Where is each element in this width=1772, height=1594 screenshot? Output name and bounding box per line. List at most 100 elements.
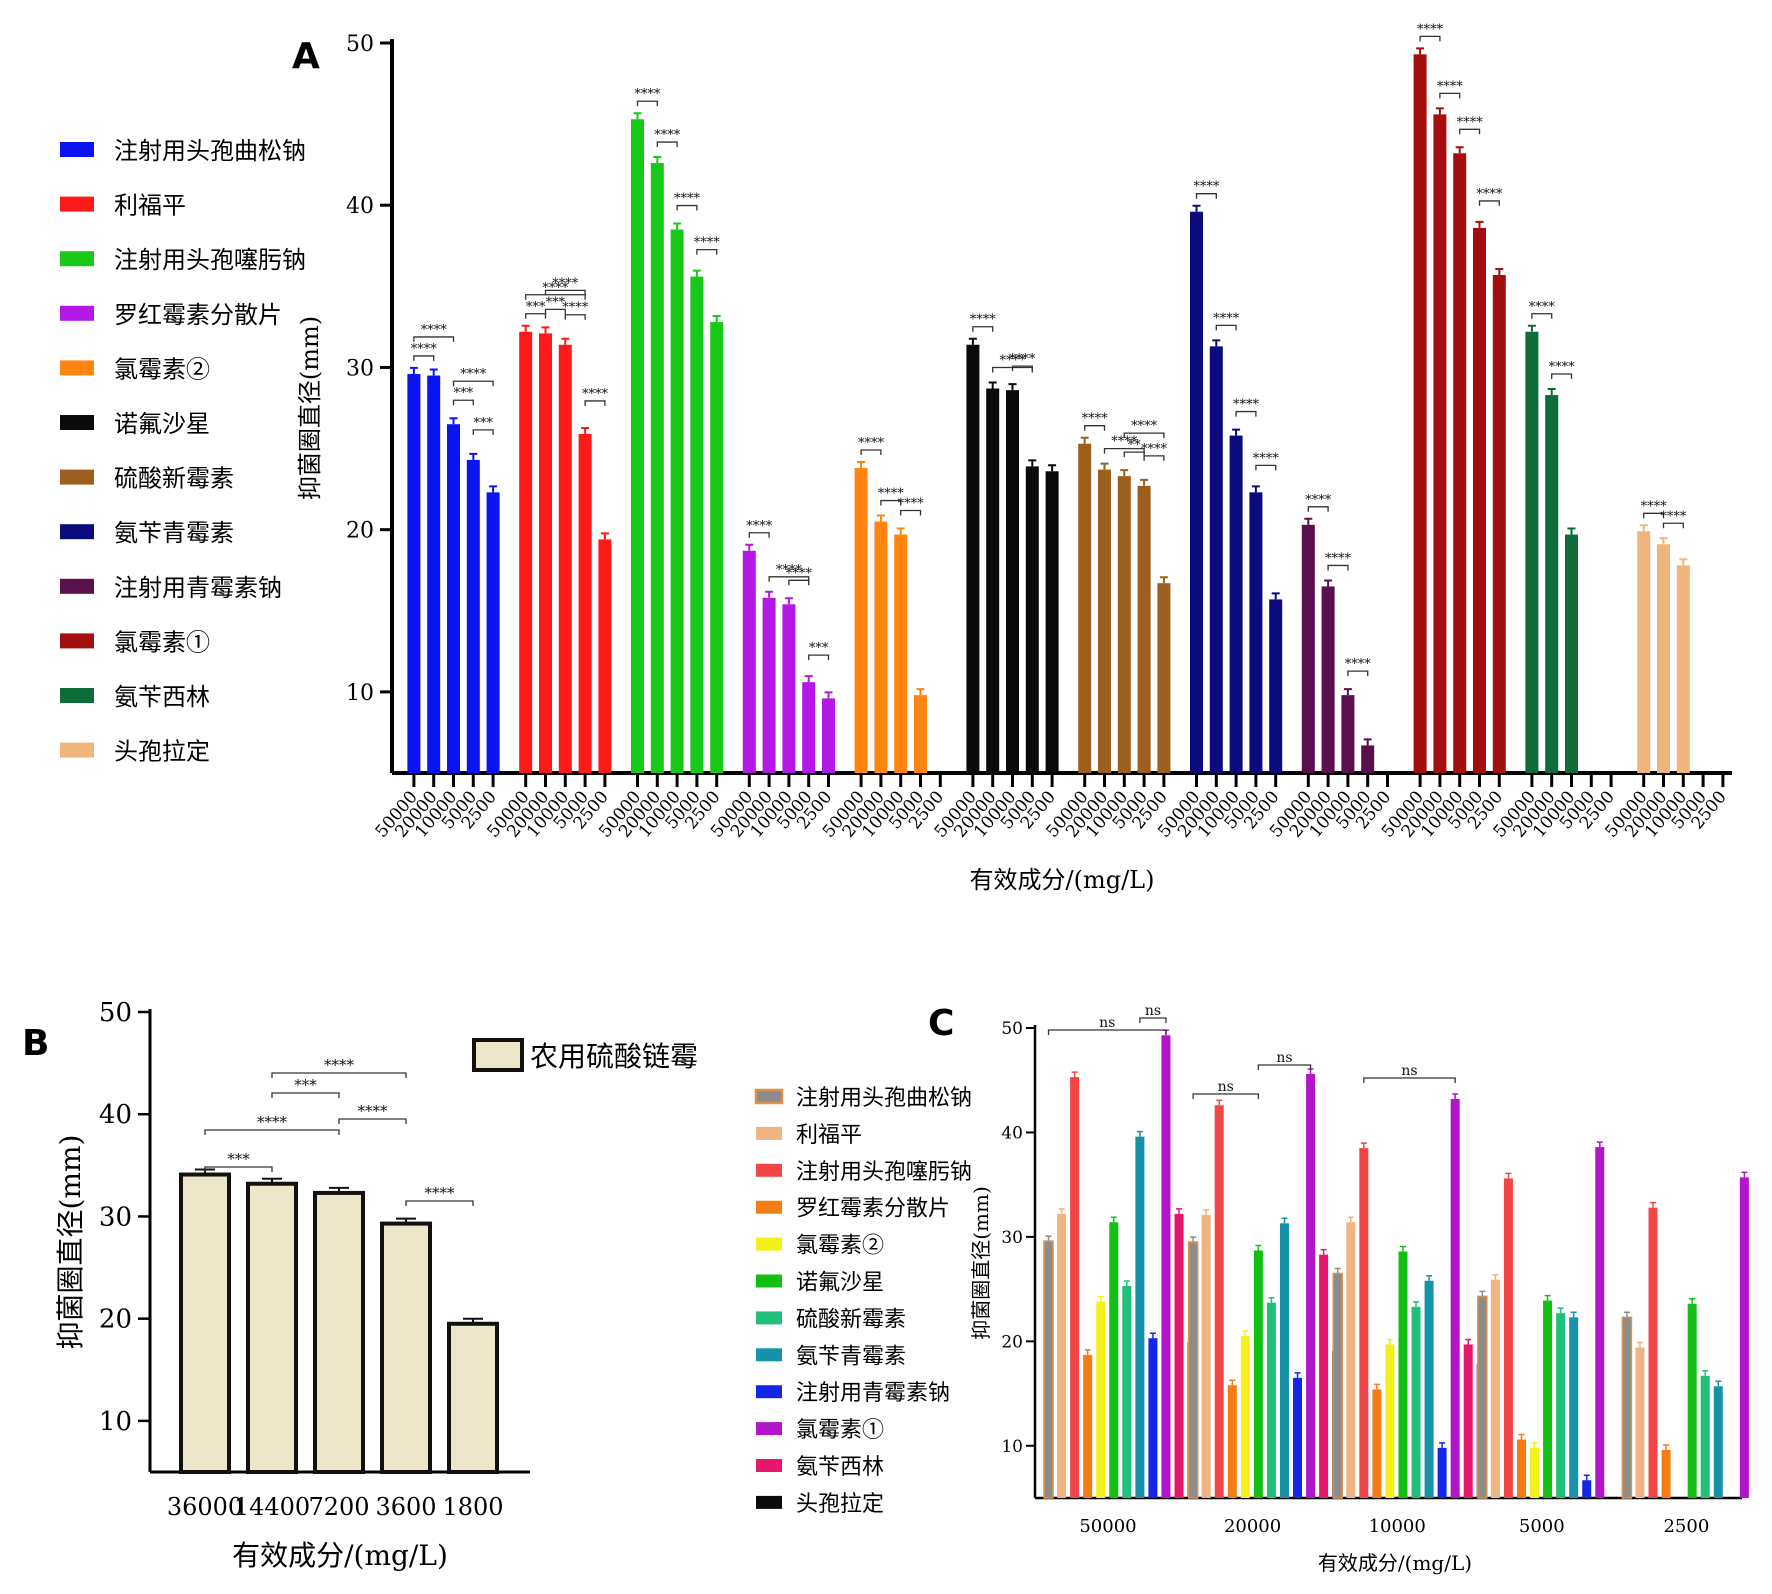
bar (1078, 443, 1092, 773)
sig-bracket (525, 294, 586, 300)
sig-bracket (472, 429, 494, 435)
bar (1477, 1295, 1488, 1499)
bar (1713, 1386, 1723, 1498)
bar (1687, 1303, 1697, 1498)
bar (1450, 1099, 1460, 1498)
sig-bracket (1662, 522, 1684, 529)
error-bar (329, 1186, 349, 1193)
sig-bracket (204, 1166, 273, 1172)
error-bar (429, 368, 438, 376)
legend-entry: 利福平 (796, 1123, 862, 1148)
y-tick-label-a: 30 (346, 356, 374, 381)
error-bar (1048, 464, 1057, 472)
error-bar (673, 222, 682, 230)
legend-swatch (60, 524, 94, 540)
bar (1621, 1316, 1633, 1499)
sig-label: **** (1305, 493, 1332, 508)
bar (1411, 1306, 1421, 1498)
bar (427, 375, 441, 773)
error-bar (916, 688, 925, 696)
sig-bracket (1047, 1029, 1167, 1035)
legend-swatch (60, 196, 94, 212)
error-bar (1596, 1141, 1603, 1148)
y-tick-label-c: 50 (1001, 1019, 1023, 1039)
series-group-a: ******** (1525, 300, 1578, 773)
bar (1341, 695, 1355, 773)
error-bar (1679, 558, 1688, 566)
sig-label: **** (1476, 187, 1503, 202)
error-bar (1140, 478, 1149, 486)
error-bar (1495, 267, 1504, 275)
bar (1148, 1338, 1158, 1498)
sig-bracket (413, 355, 435, 361)
bar (822, 698, 835, 773)
bar (690, 276, 704, 773)
error-bar (1452, 1093, 1459, 1100)
x-axis-label-c: 有效成分/(mg/L) (1318, 1551, 1472, 1575)
legend-swatch (754, 1088, 784, 1105)
error-bar (968, 337, 977, 345)
bar (1269, 599, 1283, 773)
error-bar (1583, 1474, 1590, 1481)
bar (1174, 1213, 1184, 1498)
bar (742, 550, 756, 773)
error-bar (1650, 1201, 1657, 1208)
bar (1361, 745, 1375, 773)
sig-bracket (1255, 464, 1277, 471)
bar (1657, 544, 1670, 773)
legend-entry: 利福平 (114, 192, 186, 220)
error-bar (1455, 146, 1464, 154)
sig-bracket (271, 1072, 407, 1078)
chart-panel-a: 1020304050抑菌圈直径(mm)有效成分/(mg/L)**********… (60, 22, 1732, 894)
error-bar (1255, 1244, 1262, 1251)
error-bar (1100, 462, 1109, 470)
legend-entry: 氨苄青霉素 (796, 1344, 906, 1369)
error-bar (1413, 1301, 1420, 1307)
error-bar (396, 1217, 416, 1224)
sig-label: **** (858, 436, 885, 451)
legend-swatch (756, 1385, 782, 1399)
sig-label: **** (654, 128, 681, 143)
sig-bracket (696, 248, 718, 255)
sig-bracket (405, 1200, 474, 1206)
bar (1437, 1447, 1447, 1498)
bar (1319, 1254, 1329, 1498)
error-bar (1294, 1372, 1301, 1378)
error-bar (1570, 1311, 1577, 1318)
sig-label: *** (294, 1076, 317, 1094)
legend-swatch (60, 742, 94, 758)
sig-bracket (1257, 1064, 1312, 1070)
bar (1070, 1077, 1080, 1498)
series-group-a: **** **** **** **** (1190, 180, 1283, 773)
error-bar (1360, 1142, 1367, 1149)
error-bar (1659, 537, 1668, 545)
legend-swatch (60, 578, 94, 594)
series-group-a: ******** (1637, 499, 1690, 773)
sig-bracket (808, 654, 830, 661)
error-bar (1386, 1338, 1393, 1345)
sig-bracket (1011, 365, 1033, 372)
bar (179, 1172, 231, 1474)
error-bar (469, 452, 478, 460)
sig-label: *** (809, 641, 829, 656)
sig-label: **** (1233, 398, 1260, 413)
error-bar (1518, 1433, 1525, 1440)
bar (598, 539, 612, 773)
bar (1490, 1279, 1500, 1498)
bar (1359, 1148, 1369, 1498)
bar (1413, 54, 1427, 774)
sig-bracket (656, 141, 678, 148)
legend-entry: 注射用青霉素钠 (114, 574, 282, 602)
sig-label: **** (1082, 412, 1109, 427)
bar (1187, 1241, 1199, 1499)
sig-label: *** (546, 295, 566, 310)
bar (1582, 1480, 1592, 1498)
error-bar (1203, 1209, 1210, 1215)
sig-label: **** (1213, 311, 1240, 326)
error-bar (1212, 339, 1221, 347)
sig-bracket (1363, 1077, 1456, 1083)
y-tick-label-c: 30 (1001, 1228, 1023, 1248)
bar (1301, 524, 1315, 773)
error-bar (1567, 527, 1576, 535)
